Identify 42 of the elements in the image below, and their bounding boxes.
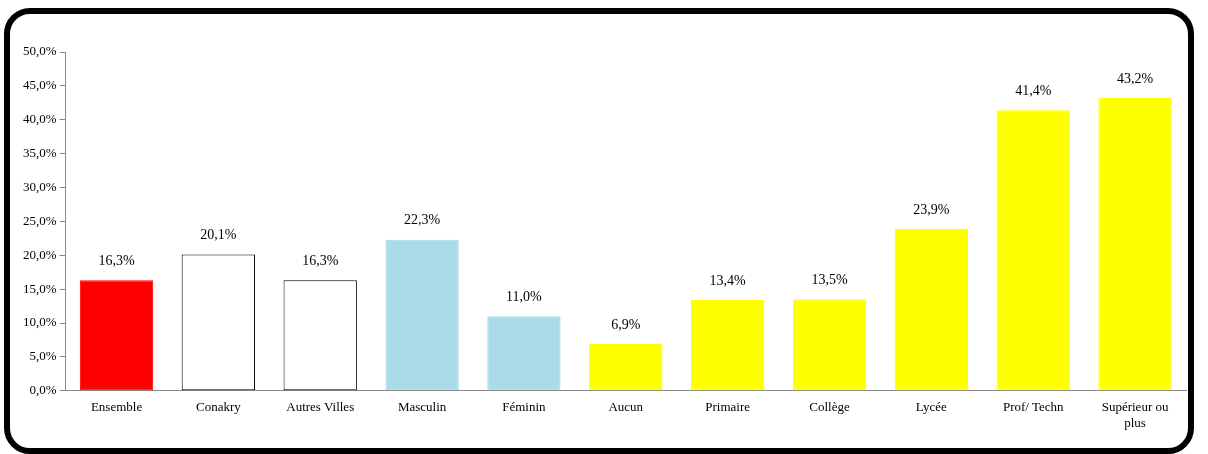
data-label: 20,1% [200, 227, 237, 243]
x-tick-label: Conakry [195, 399, 242, 415]
x-tick-label: Aucun [608, 399, 644, 415]
data-label: 23,9% [913, 201, 950, 217]
y-tick-label: 50,0% [22, 43, 57, 59]
y-tick-label: 30,0% [22, 178, 57, 194]
bar [792, 299, 867, 391]
bar [690, 300, 765, 391]
data-label: 13,4% [709, 272, 747, 288]
data-label: 22,3% [403, 212, 441, 228]
y-tick-label: 15,0% [22, 280, 57, 296]
x-tick-label: Prof/ Techn [1002, 399, 1065, 415]
bar [79, 280, 154, 391]
bar [589, 344, 663, 391]
y-tick-label: 25,0% [22, 212, 57, 228]
data-label: 11,0% [506, 288, 543, 304]
data-label: 16,3% [98, 253, 135, 269]
bar [996, 110, 1070, 391]
x-tick-label: Ensemble [90, 399, 143, 415]
x-tick-label: Autres Villes [286, 399, 355, 415]
y-tick-label: 5,0% [29, 348, 57, 364]
x-tick-label: Supérieur ou plus [1101, 399, 1169, 430]
bar [1098, 98, 1172, 391]
data-label: 43,2% [1116, 70, 1154, 86]
x-tick-label: Féminin [502, 399, 547, 415]
data-label: 13,5% [811, 272, 848, 287]
bar [894, 228, 969, 391]
bar [385, 239, 459, 391]
y-tick-label: 0,0% [29, 382, 57, 398]
x-tick-label: Collège [809, 399, 850, 415]
x-tick-label: Masculin [397, 399, 447, 415]
x-tick-label: Lycée [915, 399, 948, 415]
data-label: 16,3% [302, 253, 339, 269]
x-tick-label: Primaire [705, 399, 751, 415]
data-label: 6,9% [611, 316, 641, 332]
y-tick-label: 20,0% [22, 246, 57, 262]
y-tick-label: 10,0% [22, 314, 57, 330]
y-tick-label: 35,0% [22, 145, 57, 161]
y-tick-label: 40,0% [22, 111, 57, 127]
y-tick-label: 45,0% [22, 77, 57, 93]
data-label: 41,4% [1015, 82, 1052, 98]
bar [487, 316, 561, 391]
